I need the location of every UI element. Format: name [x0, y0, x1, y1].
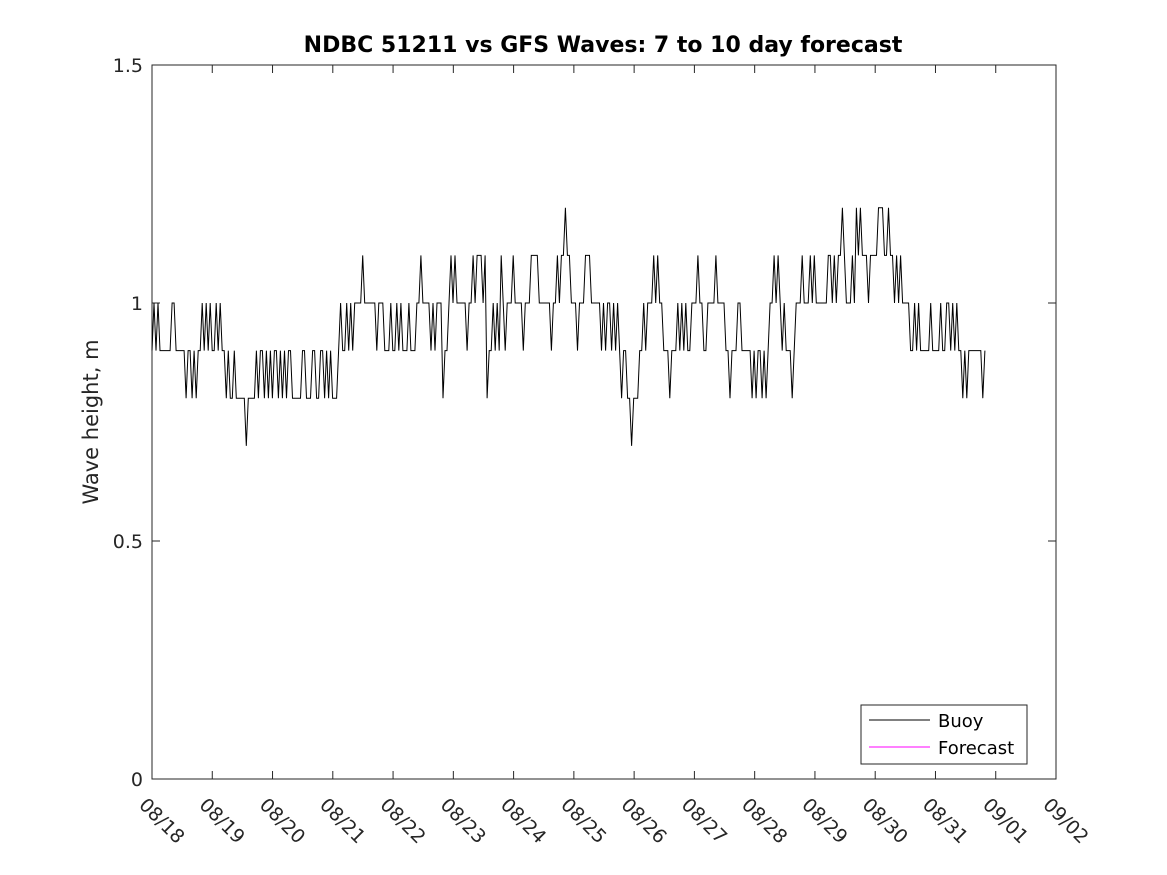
- series-line-buoy: [151, 207, 986, 446]
- legend-buoy-label: Buoy: [938, 711, 984, 732]
- y-tick-label: 1: [131, 293, 143, 315]
- y-axis-label: Wave height, m: [79, 339, 103, 504]
- y-tick-label: 1.5: [113, 55, 143, 77]
- legend: Buoy Forecast: [860, 704, 1028, 765]
- series-group: [151, 207, 986, 446]
- chart-title: NDBC 51211 vs GFS Waves: 7 to 10 day for…: [304, 33, 903, 58]
- y-axis: 0 0.5 1 1.5: [113, 55, 1056, 791]
- legend-box: [860, 704, 1028, 765]
- y-tick-label: 0: [131, 769, 143, 791]
- y-tick-label: 0.5: [113, 531, 143, 553]
- plot-area: [151, 64, 1057, 780]
- legend-forecast-label: Forecast: [938, 738, 1014, 759]
